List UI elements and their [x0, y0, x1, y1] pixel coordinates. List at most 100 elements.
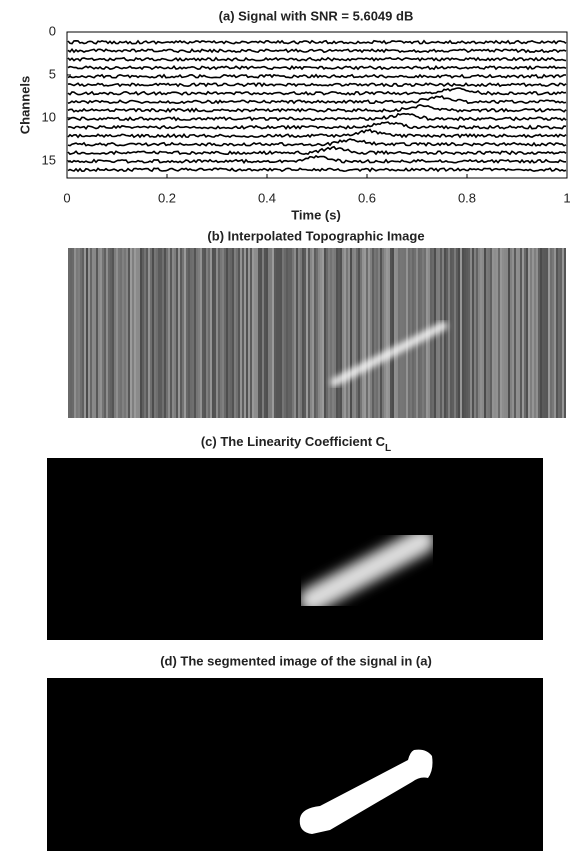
topo-stripe: [332, 248, 334, 418]
topo-stripe: [474, 248, 476, 418]
topo-stripe: [388, 248, 390, 418]
topo-stripe: [460, 248, 462, 418]
topo-stripe: [266, 248, 268, 418]
y-axis-label: Channels: [17, 76, 32, 135]
topo-stripe: [92, 248, 94, 418]
topo-stripe: [272, 248, 274, 418]
topo-stripe: [330, 248, 332, 418]
topo-stripe: [178, 248, 180, 418]
topo-stripe: [94, 248, 96, 418]
topo-stripe: [300, 248, 302, 418]
topo-stripe: [126, 248, 128, 418]
topo-stripe: [450, 248, 452, 418]
topo-stripe: [478, 248, 480, 418]
topo-stripe: [556, 248, 558, 418]
topo-stripe: [268, 248, 270, 418]
topo-stripe: [400, 248, 402, 418]
topo-stripe: [410, 248, 412, 418]
topo-stripe: [468, 248, 470, 418]
topo-stripe: [106, 248, 108, 418]
topo-stripe: [220, 248, 222, 418]
topo-stripe: [472, 248, 474, 418]
topo-stripe: [550, 248, 552, 418]
topo-stripe: [248, 248, 250, 418]
x-tick-label: 0.4: [258, 190, 276, 205]
topo-stripe: [480, 248, 482, 418]
topo-stripe: [112, 248, 114, 418]
topo-stripe: [356, 248, 358, 418]
topo-stripe: [148, 248, 150, 418]
topo-stripe: [406, 248, 408, 418]
linearity-image: [47, 458, 543, 640]
topo-stripe: [362, 248, 364, 418]
topo-stripe: [90, 248, 92, 418]
topo-stripe: [204, 248, 206, 418]
figure: (a) Signal with SNR = 5.6049 dB Channels…: [0, 0, 576, 851]
topo-stripe: [258, 248, 260, 418]
topo-stripe: [376, 248, 378, 418]
topo-stripe: [116, 248, 118, 418]
panel-title: (d) The segmented image of the signal in…: [160, 653, 432, 668]
topo-stripe: [98, 248, 100, 418]
topo-stripe: [316, 248, 318, 418]
topo-stripe: [102, 248, 104, 418]
topo-stripe: [518, 248, 520, 418]
topo-stripe: [234, 248, 236, 418]
topo-stripe: [108, 248, 110, 418]
topo-stripe: [508, 248, 510, 418]
topo-stripe: [228, 248, 230, 418]
topo-stripe: [530, 248, 532, 418]
topo-stripe: [312, 248, 314, 418]
topo-stripe: [502, 248, 504, 418]
topo-stripe: [352, 248, 354, 418]
topo-stripe: [328, 248, 330, 418]
topo-stripe: [404, 248, 406, 418]
topo-stripe: [182, 248, 184, 418]
topo-stripe: [230, 248, 232, 418]
topo-stripe: [118, 248, 120, 418]
topo-stripe: [72, 248, 74, 418]
topo-stripe: [144, 248, 146, 418]
topo-stripe: [402, 248, 404, 418]
topo-stripe: [276, 248, 278, 418]
topo-stripe: [158, 248, 160, 418]
topo-stripe: [168, 248, 170, 418]
x-tick-label: 0.2: [158, 190, 176, 205]
topo-stripe: [516, 248, 518, 418]
topo-stripe: [120, 248, 122, 418]
topo-stripe: [88, 248, 90, 418]
topo-stripe: [252, 248, 254, 418]
topo-stripe: [80, 248, 82, 418]
topo-stripe: [490, 248, 492, 418]
topo-stripe: [322, 248, 324, 418]
topo-stripe: [506, 248, 508, 418]
topo-stripe: [246, 248, 248, 418]
topo-stripe: [76, 248, 78, 418]
topo-stripe: [464, 248, 466, 418]
topo-stripe: [262, 248, 264, 418]
topo-stripe: [132, 248, 134, 418]
topo-stripe: [198, 248, 200, 418]
topo-stripe: [504, 248, 506, 418]
topo-stripe: [196, 248, 198, 418]
y-tick-label: 5: [49, 66, 56, 81]
topo-stripe: [292, 248, 294, 418]
topo-stripe: [538, 248, 540, 418]
topo-stripe: [154, 248, 156, 418]
topo-stripe: [200, 248, 202, 418]
topo-stripe: [166, 248, 168, 418]
topo-stripe: [304, 248, 306, 418]
topo-stripe: [340, 248, 342, 418]
x-tick-label: 1: [563, 190, 570, 205]
topo-stripe: [184, 248, 186, 418]
topo-stripe: [124, 248, 126, 418]
topo-stripe: [546, 248, 548, 418]
topo-stripe: [134, 248, 136, 418]
topo-stripe: [494, 248, 496, 418]
topo-stripe: [526, 248, 528, 418]
topo-stripe: [514, 248, 516, 418]
topo-stripe: [140, 248, 142, 418]
topo-stripe: [226, 248, 228, 418]
topo-stripe: [542, 248, 544, 418]
topo-stripe: [344, 248, 346, 418]
